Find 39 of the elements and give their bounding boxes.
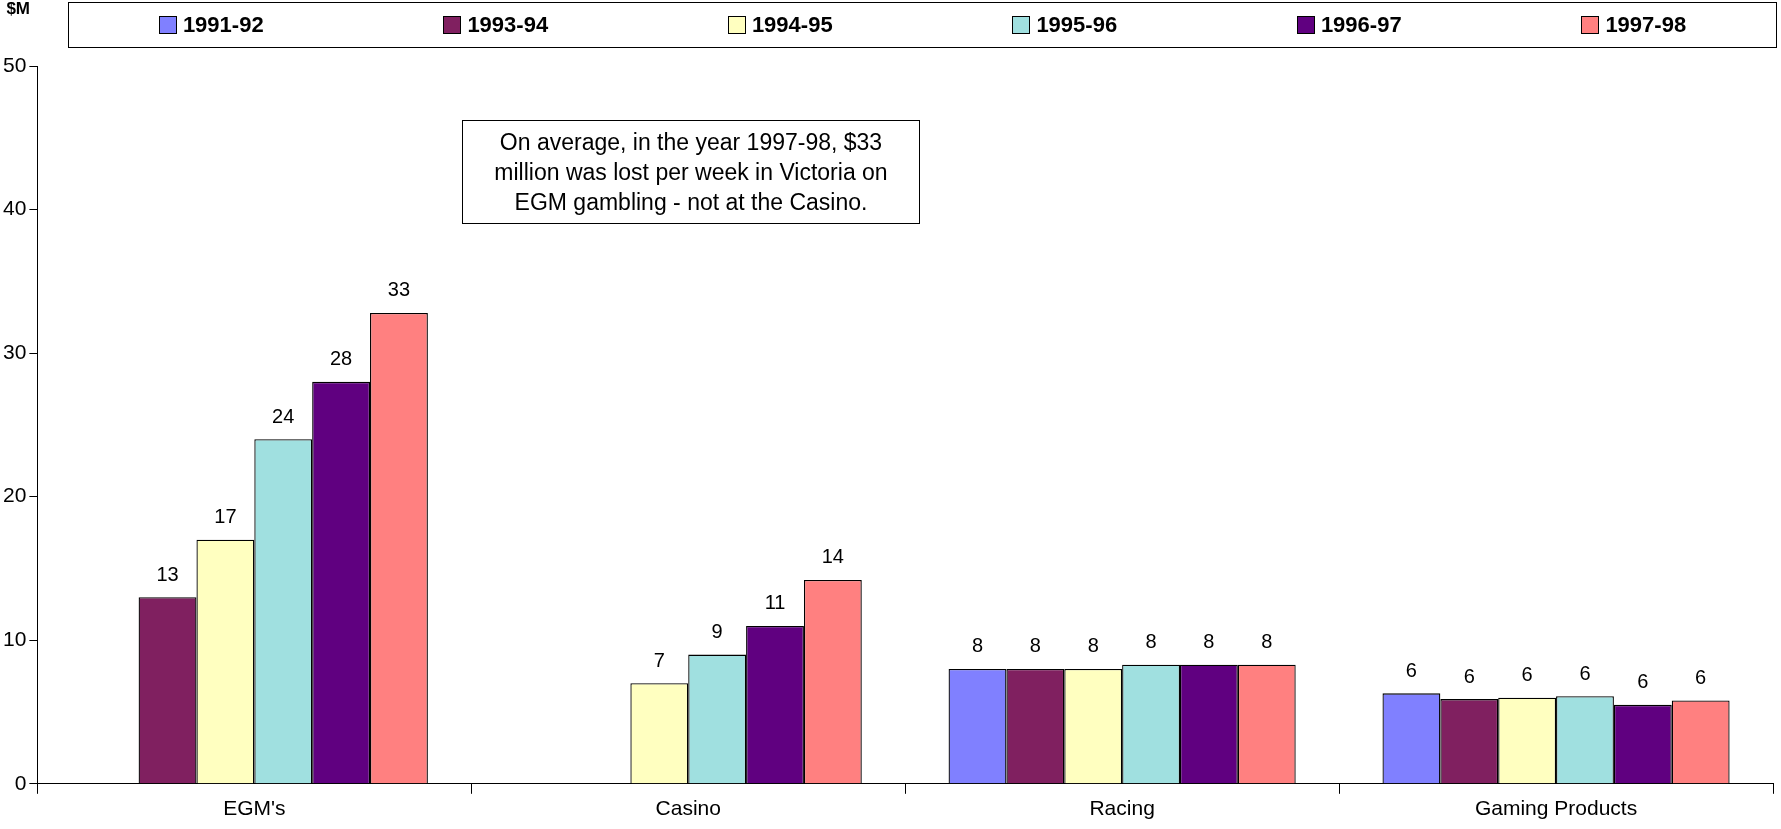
x-tick-label: Racing <box>1089 796 1155 820</box>
data-label: 8 <box>1029 634 1041 657</box>
data-label: 14 <box>821 545 844 568</box>
y-tick-label: 20 <box>3 483 27 507</box>
legend-label: 1997-98 <box>1605 12 1687 38</box>
legend-label: 1994-95 <box>751 12 833 38</box>
y-tick-label: 50 <box>3 52 27 76</box>
data-label: 7 <box>653 648 665 671</box>
data-label: 6 <box>1579 661 1591 684</box>
data-label: 11 <box>764 591 786 614</box>
data-label: 6 <box>1695 666 1707 689</box>
legend-label: 1991-92 <box>182 12 264 38</box>
x-tick-label: Casino <box>655 796 721 820</box>
y-tick-label: 0 <box>14 770 27 794</box>
data-label: 28 <box>329 347 353 370</box>
data-label: 13 <box>156 562 179 585</box>
legend-label: 1993-94 <box>467 12 549 38</box>
data-label: 6 <box>1521 663 1533 686</box>
data-label: 24 <box>272 404 295 427</box>
data-label: 8 <box>1261 630 1273 653</box>
data-label: 8 <box>1087 634 1099 657</box>
annotation: On average, in the year 1997-98, $33 million was lost per week in Victoria on EGM gambling - not at the Casino. <box>462 120 920 224</box>
x-tick-label: Gaming Products <box>1474 796 1638 820</box>
y-tick-label: 40 <box>3 196 27 220</box>
data-label: 33 <box>387 278 411 301</box>
data-label: 6 <box>1637 670 1649 693</box>
x-tick-label: EGM's <box>223 796 286 820</box>
data-label: 9 <box>711 620 723 643</box>
data-label: 17 <box>214 505 237 528</box>
y-tick-label: 30 <box>3 339 27 363</box>
data-label: 8 <box>1145 630 1157 653</box>
data-label: 8 <box>971 634 984 657</box>
y-tick-label: 10 <box>3 627 27 651</box>
data-label: 6 <box>1463 664 1475 687</box>
legend-label: 1995-96 <box>1036 12 1118 38</box>
y-axis-title: $M <box>6 0 30 19</box>
data-label: 8 <box>1203 630 1215 653</box>
data-label: 6 <box>1405 658 1417 681</box>
legend-label: 1996-97 <box>1320 12 1402 38</box>
